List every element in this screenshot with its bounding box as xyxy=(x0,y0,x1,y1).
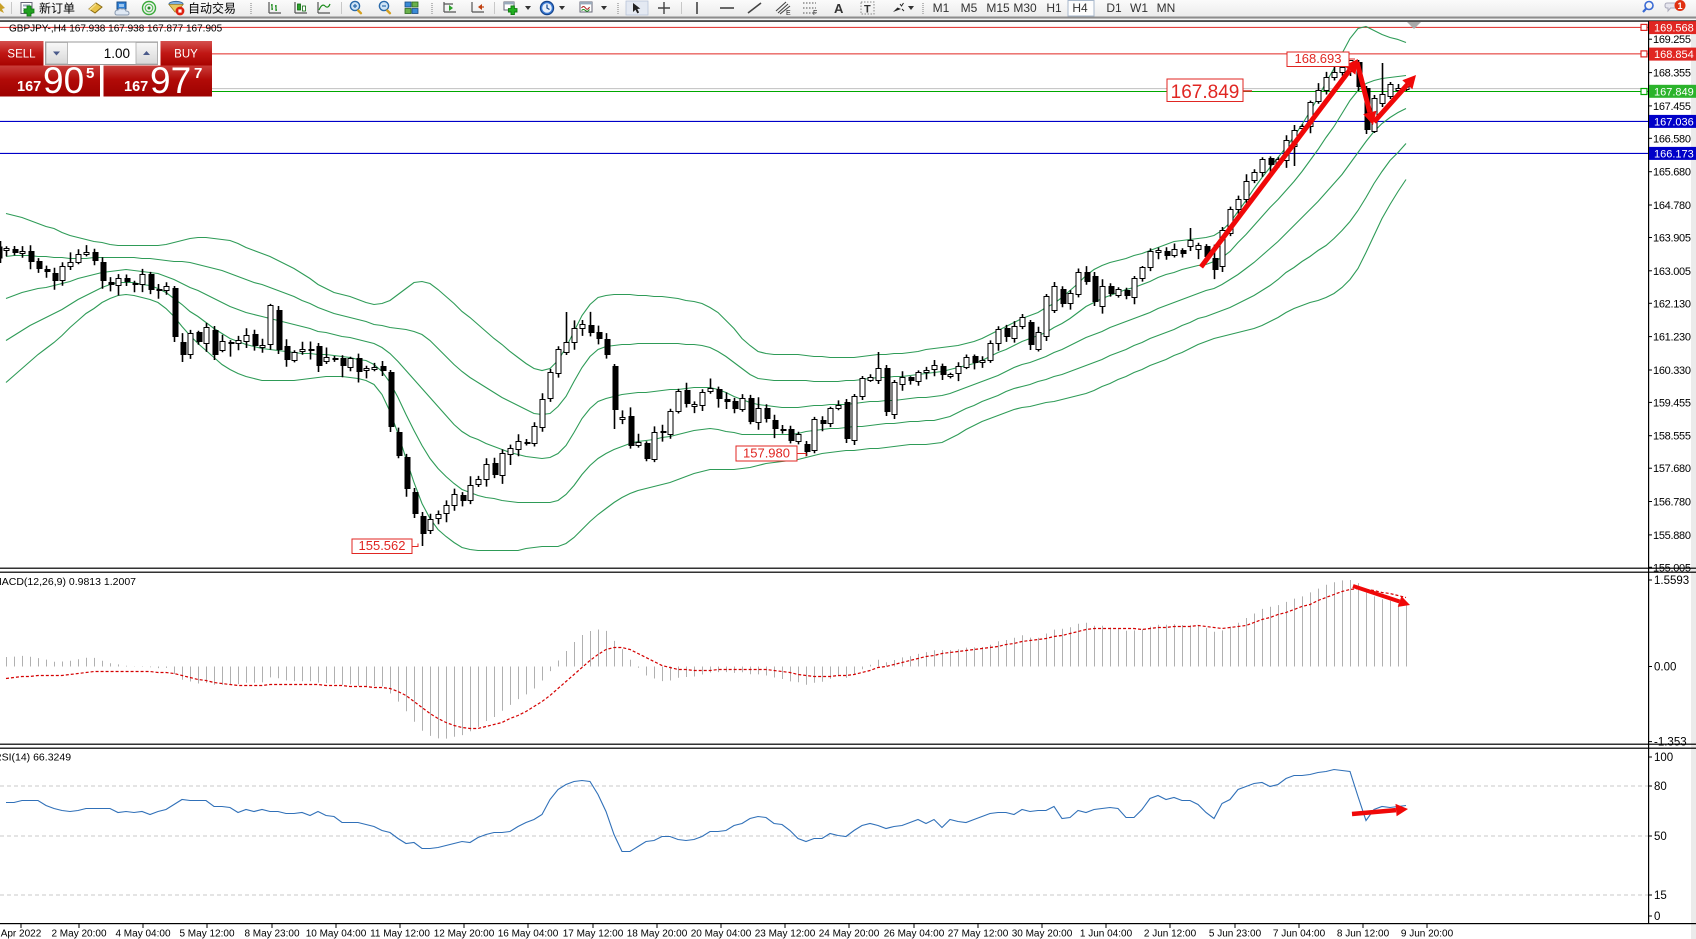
svg-text:169.255: 169.255 xyxy=(1653,34,1691,46)
svg-text:167: 167 xyxy=(17,79,41,95)
svg-text:155.005: 155.005 xyxy=(1653,562,1691,574)
svg-text:16 May 04:00: 16 May 04:00 xyxy=(498,929,559,939)
svg-text:5 Jun 23:00: 5 Jun 23:00 xyxy=(1209,929,1262,939)
svg-text:167.849: 167.849 xyxy=(1654,86,1694,98)
svg-text:158.555: 158.555 xyxy=(1653,431,1691,443)
svg-text:D1: D1 xyxy=(1106,1,1122,15)
svg-text:155.562: 155.562 xyxy=(359,538,406,553)
svg-text:167.455: 167.455 xyxy=(1653,101,1691,113)
svg-text:24 May 20:00: 24 May 20:00 xyxy=(819,929,880,939)
svg-text:RSI(14) 66.3249: RSI(14) 66.3249 xyxy=(0,752,71,764)
svg-text:F: F xyxy=(813,10,817,17)
svg-text:159.455: 159.455 xyxy=(1653,397,1691,409)
svg-text:157.980: 157.980 xyxy=(743,446,790,461)
svg-text:162.130: 162.130 xyxy=(1653,298,1691,310)
svg-text:7: 7 xyxy=(194,65,202,82)
svg-text:1: 1 xyxy=(1677,1,1682,11)
svg-text:167: 167 xyxy=(124,79,148,95)
svg-text:161.230: 161.230 xyxy=(1653,332,1691,344)
svg-text:新订单: 新订单 xyxy=(39,1,75,16)
svg-text:8 Jun 12:00: 8 Jun 12:00 xyxy=(1337,929,1390,939)
svg-text:165.680: 165.680 xyxy=(1653,167,1691,179)
svg-text:168.693: 168.693 xyxy=(1295,51,1342,66)
svg-text:18 May 20:00: 18 May 20:00 xyxy=(627,929,688,939)
svg-text:MN: MN xyxy=(1157,1,1176,15)
svg-text:-1.353: -1.353 xyxy=(1654,737,1687,749)
svg-text:10 May 04:00: 10 May 04:00 xyxy=(306,929,367,939)
svg-text:M15: M15 xyxy=(986,1,1010,15)
svg-text:9 Jun 20:00: 9 Jun 20:00 xyxy=(1401,929,1454,939)
svg-text:30 May 20:00: 30 May 20:00 xyxy=(1012,929,1073,939)
svg-text:27 May 12:00: 27 May 12:00 xyxy=(948,929,1009,939)
svg-text:50: 50 xyxy=(1654,831,1667,843)
svg-text:W1: W1 xyxy=(1130,1,1148,15)
svg-text:11 May 12:00: 11 May 12:00 xyxy=(370,929,430,939)
svg-text:M5: M5 xyxy=(961,1,978,15)
svg-text:15: 15 xyxy=(1654,890,1667,902)
svg-text:155.880: 155.880 xyxy=(1653,530,1691,542)
svg-text:T: T xyxy=(864,4,871,16)
svg-text:M30: M30 xyxy=(1013,1,1037,15)
svg-text:5 May 12:00: 5 May 12:00 xyxy=(179,929,234,939)
svg-text:A: A xyxy=(834,1,844,16)
svg-text:164.780: 164.780 xyxy=(1653,200,1691,212)
svg-text:H4: H4 xyxy=(1072,1,1088,15)
svg-text:BUY: BUY xyxy=(174,49,198,61)
svg-text:SELL: SELL xyxy=(7,49,36,61)
svg-text:167.849: 167.849 xyxy=(1171,82,1240,103)
svg-text:H1: H1 xyxy=(1046,1,1062,15)
svg-text:163.005: 163.005 xyxy=(1653,266,1691,278)
svg-text:166.173: 166.173 xyxy=(1654,148,1694,160)
svg-text:M1: M1 xyxy=(933,1,950,15)
svg-text:168.854: 168.854 xyxy=(1654,49,1694,61)
svg-text:0.00: 0.00 xyxy=(1654,662,1676,674)
svg-text:167.036: 167.036 xyxy=(1654,116,1694,128)
svg-text:100: 100 xyxy=(1654,752,1673,764)
svg-text:157.680: 157.680 xyxy=(1653,463,1691,475)
svg-text:5: 5 xyxy=(86,65,94,82)
svg-text:1.5593: 1.5593 xyxy=(1654,575,1689,587)
svg-text:23 May 12:00: 23 May 12:00 xyxy=(755,929,816,939)
svg-text:E: E xyxy=(786,10,791,17)
svg-text:0: 0 xyxy=(1654,911,1660,923)
svg-text:156.780: 156.780 xyxy=(1653,497,1691,509)
svg-text:97: 97 xyxy=(150,60,191,101)
svg-text:166.580: 166.580 xyxy=(1653,133,1691,145)
svg-text:4 May 04:00: 4 May 04:00 xyxy=(115,929,170,939)
svg-text:163.905: 163.905 xyxy=(1653,233,1691,245)
svg-text:169.568: 169.568 xyxy=(1654,23,1694,35)
svg-text:8 May 23:00: 8 May 23:00 xyxy=(244,929,299,939)
svg-text:7 Jun 04:00: 7 Jun 04:00 xyxy=(1273,929,1326,939)
svg-text:1.00: 1.00 xyxy=(104,46,130,61)
svg-text:168.355: 168.355 xyxy=(1653,68,1691,80)
svg-text:2 May 20:00: 2 May 20:00 xyxy=(51,929,106,939)
svg-text:26 May 04:00: 26 May 04:00 xyxy=(884,929,945,939)
svg-text:MACD(12,26,9) 0.9813 1.2007: MACD(12,26,9) 0.9813 1.2007 xyxy=(0,576,136,588)
svg-text:GBPJPY-,H4 167.938 167.938 16: GBPJPY-,H4 167.938 167.938 167.877 167.9… xyxy=(9,24,223,35)
svg-text:80: 80 xyxy=(1654,781,1667,793)
svg-text:2 Jun 12:00: 2 Jun 12:00 xyxy=(1144,929,1197,939)
svg-text:1 Jun 04:00: 1 Jun 04:00 xyxy=(1080,929,1133,939)
svg-text:90: 90 xyxy=(43,60,84,101)
svg-text:17 May 12:00: 17 May 12:00 xyxy=(563,929,624,939)
svg-text:12 May 20:00: 12 May 20:00 xyxy=(434,929,495,939)
svg-text:自动交易: 自动交易 xyxy=(188,1,236,16)
svg-text:20 May 04:00: 20 May 04:00 xyxy=(691,929,752,939)
svg-text:160.330: 160.330 xyxy=(1653,365,1691,377)
svg-text:Apr 2022: Apr 2022 xyxy=(1,929,42,939)
